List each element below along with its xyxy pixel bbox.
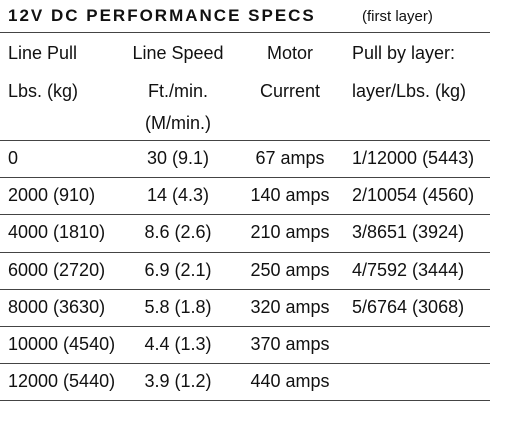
rule	[0, 326, 490, 327]
cell: 3.9 (1.2)	[144, 371, 212, 392]
header: Ft./min.	[147, 81, 208, 101]
cell: 6000 (2720)	[8, 259, 106, 280]
header: (M/min.)	[145, 113, 211, 133]
rule	[0, 214, 490, 216]
header: Lbs. (kg)	[8, 81, 79, 101]
cell: 10000 (4540)	[8, 334, 116, 354]
rule	[0, 251, 490, 253]
rule	[0, 288, 490, 290]
cell: 30 (9.1)	[146, 148, 210, 168]
header: Line Speed	[132, 43, 224, 63]
cell: 8000 (3630)	[8, 296, 106, 317]
rule	[0, 363, 490, 365]
rule	[0, 32, 490, 33]
cell: 8.6 (2.6)	[144, 222, 212, 243]
cell: 370 amps	[250, 334, 330, 354]
cell: 440 amps	[250, 371, 330, 392]
cell: 6.9 (2.1)	[144, 259, 212, 280]
rule	[0, 177, 490, 179]
cell: 4.4 (1.3)	[144, 334, 212, 354]
header: Line Pull	[8, 43, 78, 63]
cell: 2/10054 (4560)	[352, 185, 475, 206]
title: 12V DC PERFORMANCE SPECS	[8, 6, 316, 25]
cell: 4/7592 (3444)	[352, 259, 465, 280]
header: Motor	[266, 43, 313, 63]
header: layer/Lbs. (kg)	[352, 81, 467, 101]
subtitle: (first layer)	[362, 8, 433, 25]
cell: 5/6764 (3068)	[352, 296, 465, 317]
cell: 14 (4.3)	[146, 185, 210, 206]
cell: 250 amps	[250, 259, 330, 280]
rule	[0, 140, 490, 141]
cell: 1/12000 (5443)	[352, 148, 475, 168]
cell: 320 amps	[250, 296, 330, 317]
cell: 140 amps	[250, 185, 330, 206]
cell: 0	[8, 148, 19, 168]
cell: 3/8651 (3924)	[352, 222, 465, 243]
header: Current	[259, 81, 321, 101]
cell: 210 amps	[250, 222, 330, 243]
cell: 12000 (5440)	[8, 371, 116, 392]
cell: 5.8 (1.8)	[144, 296, 212, 317]
cell: 67 amps	[255, 148, 325, 168]
rule	[0, 400, 490, 402]
cell: 4000 (1810)	[8, 222, 106, 243]
header: Pull by layer:	[352, 43, 456, 63]
cell: 2000 (910)	[8, 185, 96, 206]
